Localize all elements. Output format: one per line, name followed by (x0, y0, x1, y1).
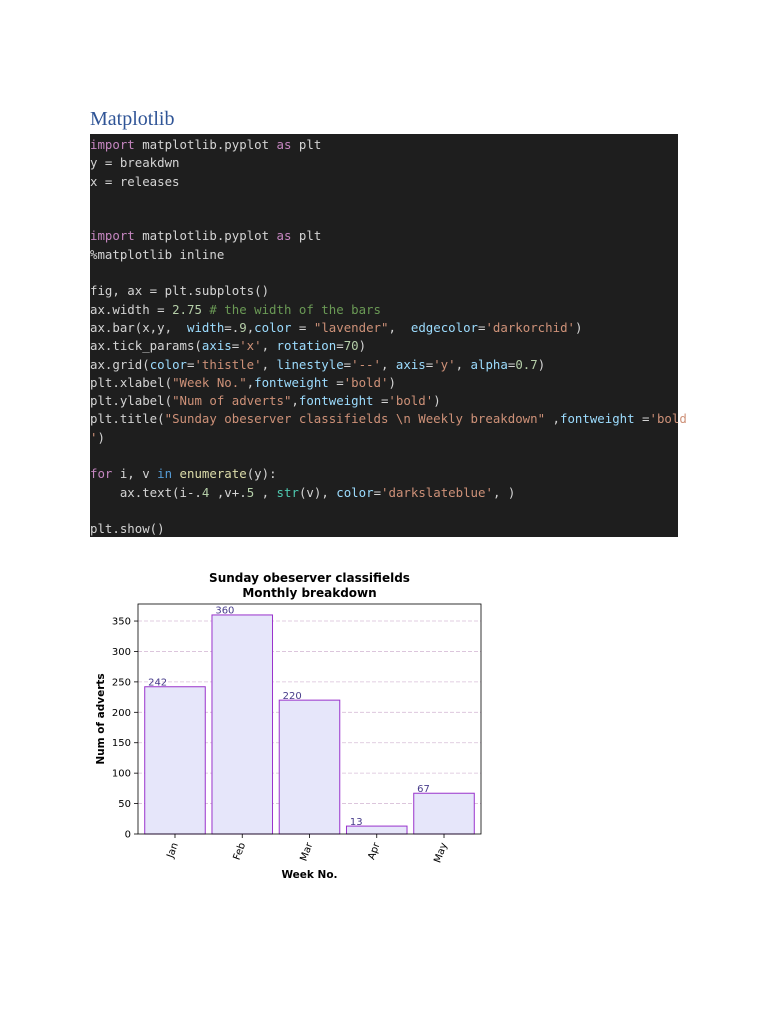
code-line: ') (90, 429, 105, 445)
y-tick-label: 200 (112, 708, 131, 719)
y-tick-label: 50 (118, 799, 131, 810)
code-line: ax.bar(x,y, width=.9,color = "lavender",… (90, 319, 583, 335)
code-line: y = breakdwn (90, 155, 180, 171)
y-tick-label: 0 (125, 830, 131, 841)
x-tick-label: Jan (165, 841, 181, 860)
code-line: %matplotlib inline (90, 246, 225, 262)
x-tick-label: Apr (366, 840, 383, 861)
y-axis-label: Num of adverts (95, 673, 107, 764)
data-label: 67 (417, 784, 430, 795)
y-tick-label: 150 (112, 738, 131, 749)
x-tick-label: Mar (299, 840, 316, 862)
code-line: plt.xlabel("Week No.",fontweight ='bold'… (90, 374, 396, 390)
y-tick-label: 350 (112, 617, 131, 628)
page-heading: Matplotlib (90, 108, 175, 130)
code-block: import matplotlib.pyplot as plt y = break… (90, 134, 687, 537)
code-line: x = releases (90, 173, 180, 189)
code-line: ax.width = 2.75 # the width of the bars (90, 301, 381, 317)
code-line: fig, ax = plt.subplots() (90, 283, 270, 299)
x-tick-label: Feb (232, 841, 248, 861)
data-label: 13 (350, 817, 363, 828)
code-line: plt.ylabel("Num of adverts",fontweight =… (90, 393, 441, 409)
code-line: ax.grid(color='thistle', linestyle='--',… (90, 356, 546, 372)
data-label: 360 (215, 606, 234, 617)
y-tick-label: 250 (112, 677, 131, 688)
y-tick-label: 300 (112, 647, 131, 658)
bar-may (413, 792, 475, 835)
code-line: ax.text(i-.4 ,v+.5 , str(v), color='dark… (90, 484, 516, 500)
data-label: 220 (283, 691, 302, 702)
bar-jan (144, 686, 206, 835)
bar-mar (278, 699, 341, 835)
bar-feb (211, 614, 274, 835)
code-line: plt.show() (90, 521, 165, 537)
code-line: for i, v in enumerate(y): (90, 466, 277, 482)
x-axis-label: Week No. (281, 869, 337, 881)
code-line: import matplotlib.pyplot as plt (90, 228, 322, 244)
chart-title: Sunday obeserver classifields (209, 571, 410, 585)
chart-title: Monthly breakdown (242, 586, 376, 600)
data-label: 242 (148, 677, 167, 688)
code-line: ax.tick_params(axis='x', rotation=70) (90, 338, 367, 354)
y-tick-label: 100 (112, 769, 131, 780)
code-line: plt.title("Sunday obeserver classifields… (90, 411, 687, 427)
code-line: import matplotlib.pyplot as plt (90, 137, 322, 152)
x-tick-label: May (432, 841, 449, 864)
